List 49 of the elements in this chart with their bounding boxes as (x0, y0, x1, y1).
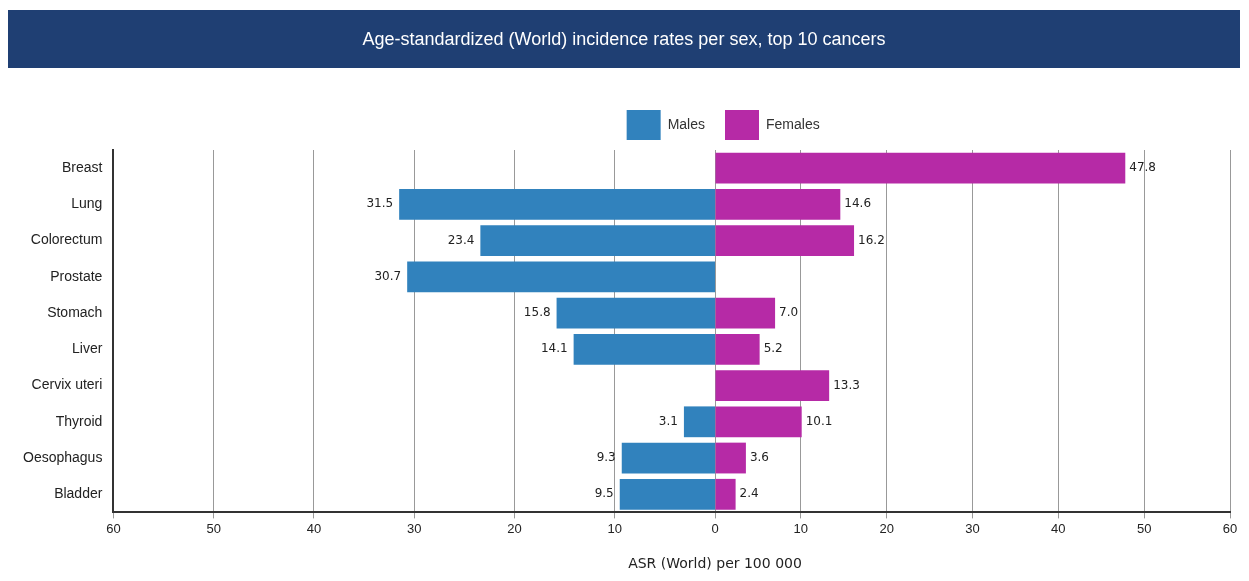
x-tick-label: 30 (406, 520, 422, 536)
data-label: 3.1 (658, 413, 678, 428)
data-label: 31.5 (366, 196, 394, 211)
y-tick-label: Prostate (50, 267, 103, 284)
x-tick-label: 50 (206, 520, 221, 536)
bar (715, 478, 736, 510)
bar (715, 370, 830, 401)
x-tick-label: 20 (507, 520, 522, 536)
x-tick-label: 30 (965, 520, 980, 536)
y-tick-label: Bladder (54, 485, 103, 502)
bar (715, 152, 1126, 184)
chart-title: Age-standardized (World) incidence rates per sex, top 10 cancers (8, 10, 1240, 68)
y-tick-label: Lung (71, 195, 103, 212)
data-label: 9.3 (596, 450, 616, 465)
legend-label: Males (667, 115, 706, 132)
legend-label: Females (766, 115, 820, 132)
x-tick-label: 40 (306, 520, 322, 536)
data-label: 7.0 (779, 305, 799, 320)
data-label: 14.6 (844, 196, 872, 211)
y-tick-label: Liver (72, 340, 103, 357)
x-tick-label: 60 (106, 520, 121, 536)
data-label: 47.8 (1129, 160, 1156, 175)
x-tick-label: 0 (711, 520, 719, 536)
data-label: 23.4 (447, 232, 475, 247)
y-tick-label: Stomach (47, 303, 103, 320)
y-tick-label: Cervix uteri (31, 376, 103, 393)
data-label: 9.5 (594, 486, 614, 501)
y-tick-label: Thyroid (55, 412, 103, 429)
data-label: 3.6 (749, 450, 769, 465)
bar (715, 333, 760, 365)
data-label: 16.2 (858, 232, 885, 247)
x-tick-label: 40 (1051, 520, 1066, 536)
x-tick-label: 10 (793, 520, 809, 536)
data-label: 14.1 (540, 341, 568, 356)
y-tick-label: Oesophagus (22, 448, 103, 465)
x-axis-title: ASR (World) per 100 000 (627, 555, 803, 571)
y-tick-label: Colorectum (30, 231, 103, 248)
x-tick-label: 50 (1136, 520, 1152, 536)
x-tick-label: 60 (1222, 520, 1238, 536)
data-label: 13.3 (833, 377, 860, 392)
x-tick-label: 20 (879, 520, 894, 536)
data-label: 15.8 (523, 305, 551, 320)
data-label: 10.1 (805, 413, 833, 428)
x-tick-label: 10 (607, 520, 622, 536)
data-label: 2.4 (739, 486, 759, 501)
data-label: 30.7 (374, 268, 402, 283)
bar (407, 261, 715, 293)
y-tick-label: Breast (61, 158, 103, 175)
data-label: 5.2 (763, 341, 783, 356)
